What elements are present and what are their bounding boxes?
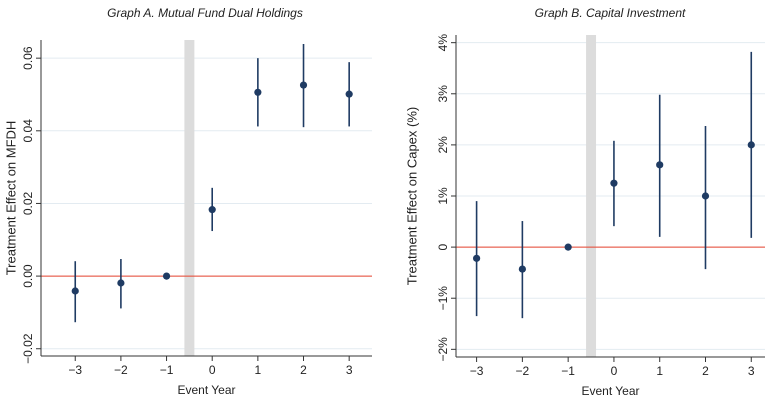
point	[299, 81, 308, 89]
x-tick-label: 3	[748, 364, 755, 378]
point	[254, 88, 262, 96]
point	[117, 279, 125, 287]
point	[473, 254, 481, 262]
point	[701, 192, 710, 200]
point	[71, 287, 79, 295]
point	[345, 90, 353, 98]
y-tick-label: 0.00	[21, 264, 35, 288]
x-tick-label: 0	[209, 363, 216, 377]
point	[518, 265, 526, 273]
point	[208, 206, 216, 214]
x-tick-label: 3	[346, 363, 353, 377]
x-tick-label: −2	[516, 364, 530, 378]
y-tick-label: 3%	[436, 85, 450, 103]
y-tick-label: 1%	[436, 187, 450, 205]
point	[656, 161, 664, 169]
point	[564, 243, 572, 251]
chart-title: Graph B. Capital Investment	[535, 6, 686, 20]
x-tick-label: −1	[561, 364, 575, 378]
point	[610, 179, 618, 187]
panel: Graph B. Capital Investment −2% −1% 0 1% 2% 3%…	[404, 6, 765, 398]
x-tick-label: −3	[68, 363, 82, 377]
x-tick-label: 0	[611, 364, 618, 378]
x-axis-label: Event Year	[177, 383, 235, 397]
y-axis-label: Treatment Effect on MFDH	[3, 121, 18, 276]
x-tick-label: 1	[656, 364, 663, 378]
shade-band	[586, 35, 597, 357]
panel: Graph A. Mutual Fund Dual Holdings −0.02 0…	[3, 6, 372, 397]
y-axis-label: Treatment Effect on Capex (%)	[404, 107, 419, 285]
point	[747, 141, 755, 149]
x-tick-label: −3	[470, 364, 484, 378]
y-tick-label: −1%	[436, 286, 450, 311]
x-tick-label: 2	[300, 363, 307, 377]
x-tick-label: 1	[255, 363, 262, 377]
shade-band	[184, 40, 195, 356]
x-tick-label: −2	[114, 363, 128, 377]
x-tick-label: −1	[160, 363, 174, 377]
y-tick-label: 0.06	[21, 46, 35, 70]
y-tick-label: 2%	[436, 136, 450, 154]
y-tick-label: 0	[436, 243, 450, 250]
x-tick-label: 2	[702, 364, 709, 378]
y-tick-label: 4%	[436, 34, 450, 52]
y-tick-label: 0.04	[21, 119, 35, 143]
y-tick-label: −2%	[436, 337, 450, 362]
chart-title: Graph A. Mutual Fund Dual Holdings	[107, 6, 303, 20]
point	[162, 272, 171, 280]
y-tick-label: 0.02	[21, 191, 35, 215]
y-tick-label: −0.02	[21, 333, 35, 364]
x-axis-label: Event Year	[581, 384, 639, 398]
